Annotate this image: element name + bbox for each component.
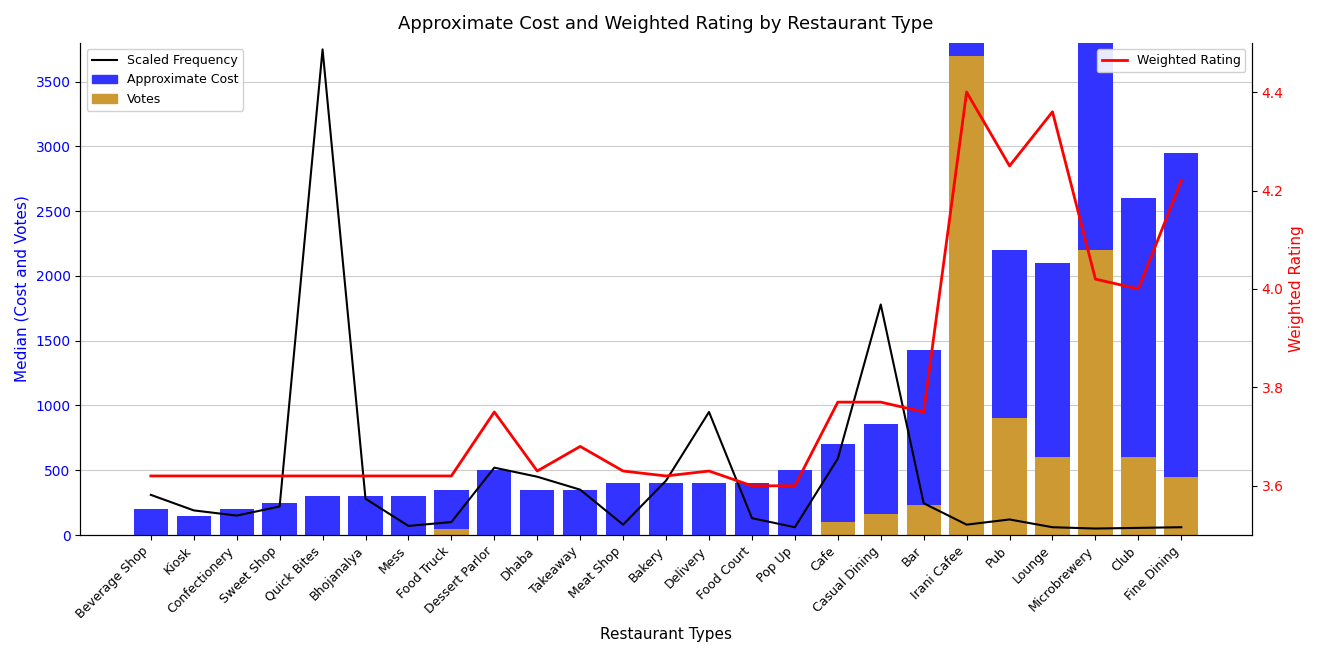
Weighted Rating (487, 408, 503, 416)
Weighted Rating (658, 472, 674, 480)
Bar (864, 514, 898, 535)
Scaled Frequency (830, 455, 845, 463)
Weighted Rating (272, 472, 288, 480)
Weighted Rating (830, 398, 845, 406)
Bar (477, 470, 512, 535)
Weighted Rating (443, 472, 459, 480)
Bar (563, 489, 598, 535)
Bar (348, 496, 383, 535)
Weighted Rating (915, 408, 931, 416)
Scaled Frequency (401, 522, 417, 530)
Bar (649, 483, 683, 535)
Bar (306, 496, 340, 535)
Bar (177, 516, 211, 535)
Bar (520, 489, 554, 535)
Bar (906, 350, 940, 505)
Legend: Weighted Rating: Weighted Rating (1096, 49, 1245, 72)
Scaled Frequency (744, 514, 760, 522)
Bar (950, 0, 984, 56)
Scaled Frequency (272, 503, 288, 510)
Bar (820, 522, 855, 535)
Scaled Frequency (186, 507, 202, 514)
Scaled Frequency (959, 521, 975, 529)
Bar (1078, 250, 1113, 535)
Bar (434, 528, 468, 535)
Title: Approximate Cost and Weighted Rating by Restaurant Type: Approximate Cost and Weighted Rating by … (398, 15, 934, 33)
Line: Scaled Frequency: Scaled Frequency (150, 49, 1182, 528)
Scaled Frequency (915, 499, 931, 507)
Bar (1035, 263, 1070, 457)
Bar (992, 419, 1026, 535)
Scaled Frequency (487, 464, 503, 472)
Bar (262, 503, 297, 535)
Weighted Rating (1001, 162, 1017, 170)
Scaled Frequency (228, 512, 244, 520)
Weighted Rating (572, 442, 588, 450)
Weighted Rating (615, 467, 630, 475)
Scaled Frequency (1045, 523, 1060, 531)
Bar (1165, 477, 1199, 535)
Weighted Rating (1088, 275, 1104, 283)
Scaled Frequency (1174, 523, 1190, 531)
Bar (1121, 198, 1155, 457)
Bar (778, 470, 813, 535)
Y-axis label: Weighted Rating: Weighted Rating (1289, 225, 1304, 352)
Scaled Frequency (142, 491, 158, 499)
Scaled Frequency (702, 408, 718, 416)
Bar (1035, 457, 1070, 535)
Weighted Rating (1045, 108, 1060, 116)
Weighted Rating (142, 472, 158, 480)
Scaled Frequency (873, 300, 889, 308)
Bar (735, 483, 769, 535)
Weighted Rating (186, 472, 202, 480)
Weighted Rating (315, 472, 331, 480)
Bar (219, 509, 253, 535)
Bar (1078, 43, 1113, 250)
Weighted Rating (744, 482, 760, 489)
Y-axis label: Median (Cost and Votes): Median (Cost and Votes) (15, 196, 30, 382)
Bar (950, 56, 984, 535)
Bar (392, 496, 426, 535)
Scaled Frequency (572, 486, 588, 493)
Bar (1121, 457, 1155, 535)
Weighted Rating (357, 472, 373, 480)
Scaled Frequency (443, 518, 459, 526)
Weighted Rating (787, 482, 803, 489)
Scaled Frequency (529, 473, 545, 481)
Scaled Frequency (1001, 516, 1017, 524)
Bar (864, 424, 898, 514)
Bar (605, 483, 640, 535)
Bar (992, 250, 1026, 419)
Bar (133, 509, 168, 535)
Weighted Rating (1130, 285, 1146, 293)
Legend: Scaled Frequency, Approximate Cost, Votes: Scaled Frequency, Approximate Cost, Vote… (87, 49, 243, 110)
Scaled Frequency (315, 45, 331, 53)
Weighted Rating (529, 467, 545, 475)
Scaled Frequency (357, 495, 373, 503)
Weighted Rating (702, 467, 718, 475)
Bar (434, 489, 468, 528)
Bar (1165, 153, 1199, 477)
Weighted Rating (228, 472, 244, 480)
Bar (692, 483, 727, 535)
Bar (820, 444, 855, 522)
Scaled Frequency (787, 523, 803, 531)
Scaled Frequency (658, 477, 674, 485)
Scaled Frequency (615, 521, 630, 529)
Scaled Frequency (1088, 524, 1104, 532)
Weighted Rating (873, 398, 889, 406)
Weighted Rating (959, 88, 975, 96)
Line: Weighted Rating: Weighted Rating (150, 92, 1182, 486)
X-axis label: Restaurant Types: Restaurant Types (600, 627, 732, 642)
Bar (906, 505, 940, 535)
Weighted Rating (401, 472, 417, 480)
Scaled Frequency (1130, 524, 1146, 532)
Weighted Rating (1174, 177, 1190, 185)
